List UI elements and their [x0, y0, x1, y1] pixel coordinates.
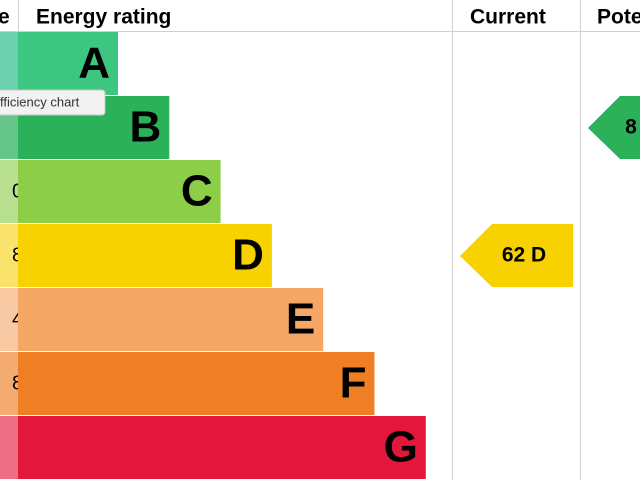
header-potential: Pote — [597, 6, 640, 29]
rating-letter: F — [340, 359, 367, 408]
header-rating: Energy rating — [36, 6, 171, 29]
score-cell — [0, 416, 18, 479]
rating-bar — [18, 288, 324, 351]
rating-bar — [18, 224, 272, 287]
tooltip-text: fficiency chart — [0, 94, 80, 109]
rating-letter: G — [384, 423, 418, 472]
score-text: 0 — [12, 180, 23, 202]
score-text: 8 — [12, 244, 23, 266]
rating-bar — [18, 416, 426, 479]
score-text: 4 — [12, 308, 23, 330]
potential-arrow — [588, 96, 640, 159]
tooltip-box — [0, 89, 106, 116]
score-cell — [0, 224, 18, 287]
rating-bar — [18, 32, 118, 95]
rating-letter: C — [181, 167, 213, 216]
header-score: e — [0, 6, 10, 29]
rating-letter: A — [78, 39, 110, 88]
score-cell — [0, 32, 18, 95]
score-cell — [0, 288, 18, 351]
rating-letter: B — [130, 103, 162, 152]
rating-letter: D — [232, 231, 264, 280]
header-current: Current — [470, 6, 546, 29]
rating-bar — [18, 352, 375, 415]
current-arrow — [460, 224, 573, 287]
potential-arrow-label: 8 — [625, 116, 637, 139]
score-text: 8 — [12, 372, 23, 394]
rating-bar — [18, 160, 221, 223]
current-arrow-label: 62 D — [502, 244, 546, 267]
score-cell — [0, 160, 18, 223]
score-cell — [0, 352, 18, 415]
rating-letter: E — [286, 295, 315, 344]
